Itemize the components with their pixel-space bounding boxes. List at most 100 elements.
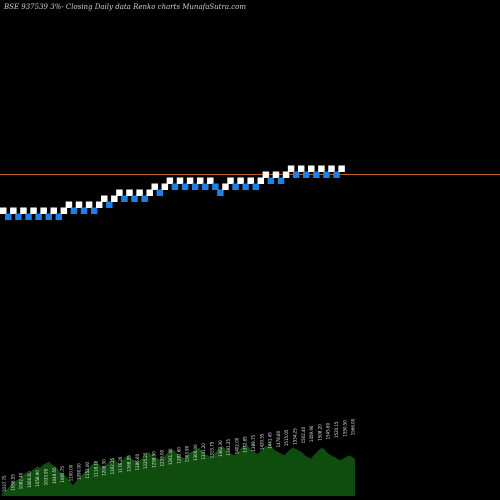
renko-brick-down	[5, 213, 12, 220]
volume-label: 1100.00	[68, 464, 73, 481]
chart-title: BSE 937539 3%- Closing Daily data Renko …	[4, 3, 247, 11]
renko-brick-up	[0, 207, 7, 214]
volume-label: 1082.40	[19, 472, 24, 489]
renko-brick-up	[272, 171, 280, 178]
renko-brick-down	[303, 171, 310, 178]
renko-brick-down	[15, 213, 22, 220]
renko-brick-up	[237, 177, 244, 184]
volume-label: 1508.20	[317, 424, 322, 441]
renko-brick-up	[262, 171, 270, 178]
renko-brick-down	[156, 189, 164, 196]
volume-label: 1520.15	[334, 421, 339, 438]
volume-label: 1534.25	[293, 428, 298, 445]
volume-label: 1225.25	[143, 452, 148, 469]
renko-brick-down	[70, 207, 78, 214]
renko-brick-up	[308, 165, 315, 172]
volume-label: 1303.90	[185, 445, 190, 462]
renko-brick-up	[186, 177, 194, 184]
renko-brick-up	[116, 189, 123, 196]
renko-brick-down	[232, 183, 239, 190]
renko-brick-up	[257, 177, 265, 184]
volume-label: 1341.20	[201, 443, 206, 460]
renko-brick-down	[181, 183, 189, 190]
volume-label: 1162.15	[110, 457, 115, 474]
volume-label: 1381.25	[226, 439, 231, 456]
volume-label: 1118.10	[93, 460, 98, 477]
volume-label: 1389.75	[251, 435, 256, 452]
volume-label: 1168.35	[127, 455, 132, 472]
renko-brick-down	[191, 183, 199, 190]
volume-label: 1186.60	[135, 453, 140, 470]
volume-label: 1402.00	[234, 437, 239, 454]
renko-brick-down	[267, 177, 275, 184]
volume-label: 1459.90	[309, 425, 314, 442]
renko-brick-down	[90, 207, 98, 214]
renko-brick-down	[217, 189, 224, 196]
renko-brick-up	[282, 171, 290, 178]
renko-brick-down	[106, 201, 113, 208]
renko-brick-up	[40, 207, 47, 214]
renko-brick-up	[151, 183, 158, 190]
renko-brick-down	[242, 183, 249, 190]
renko-brick-down	[292, 171, 300, 178]
volume-label: 1239.00	[160, 449, 165, 466]
volume-label: 1550.50	[342, 420, 347, 437]
renko-brick-up	[338, 165, 345, 172]
volume-label: 1058.90	[35, 470, 40, 487]
renko-brick-down	[171, 183, 179, 190]
volume-label: 1049.55	[52, 467, 57, 484]
renko-brick-down	[202, 183, 209, 190]
renko-bricks	[0, 165, 345, 220]
renko-brick-up	[95, 201, 103, 208]
volume-label: 1176.20	[118, 456, 123, 473]
volume-label: 1502.40	[301, 426, 306, 443]
volume-label: 1152.00	[85, 462, 90, 479]
renko-brick-up	[328, 165, 335, 172]
renko-brick-up	[222, 183, 229, 190]
renko-brick-up	[111, 195, 118, 202]
renko-brick-up	[318, 165, 325, 172]
volume-label: 1420.55	[259, 433, 264, 450]
renko-brick-up	[247, 177, 254, 184]
volume-label: 1362.30	[218, 440, 223, 457]
volume-label: 1060.60	[27, 471, 32, 488]
volume-label: 1545.60	[326, 422, 331, 439]
renko-brick-down	[80, 207, 88, 214]
renko-brick-up	[161, 183, 169, 190]
volume-label: 1478.80	[276, 430, 281, 447]
renko-brick-up	[101, 195, 108, 202]
renko-brick-up	[65, 201, 73, 208]
volume-label: 1095.75	[60, 466, 65, 483]
renko-brick-up	[287, 165, 295, 172]
renko-brick-up	[136, 189, 143, 196]
renko-brick-up	[176, 177, 184, 184]
renko-brick-up	[50, 207, 57, 214]
renko-brick-up	[85, 201, 93, 208]
renko-brick-up	[30, 207, 37, 214]
renko-brick-up	[166, 177, 174, 184]
volume-area	[2, 444, 355, 496]
renko-brick-down	[45, 213, 52, 220]
renko-brick-down	[277, 177, 285, 184]
renko-brick-up	[126, 189, 133, 196]
volume-label: 1300.00	[193, 444, 198, 461]
renko-brick-up	[60, 207, 68, 214]
renko-brick-up	[75, 201, 83, 208]
volume-area-shape	[2, 444, 355, 496]
renko-brick-down	[141, 195, 148, 202]
volume-label: 1258.90	[151, 451, 156, 468]
volume-label: 1315.75	[210, 441, 215, 458]
renko-brick-down	[333, 171, 340, 178]
renko-brick-down	[55, 213, 63, 220]
volume-label: 1056.55	[10, 474, 15, 491]
renko-brick-down	[35, 213, 42, 220]
renko-brick-down	[121, 195, 128, 202]
renko-brick-up	[20, 207, 27, 214]
renko-brick-up	[297, 165, 305, 172]
volume-label: 1037.75	[2, 475, 7, 492]
renko-brick-down	[25, 213, 32, 220]
renko-brick-down	[131, 195, 138, 202]
volume-label: 1090.00	[77, 463, 82, 480]
volume-label: 1441.45	[268, 432, 273, 449]
